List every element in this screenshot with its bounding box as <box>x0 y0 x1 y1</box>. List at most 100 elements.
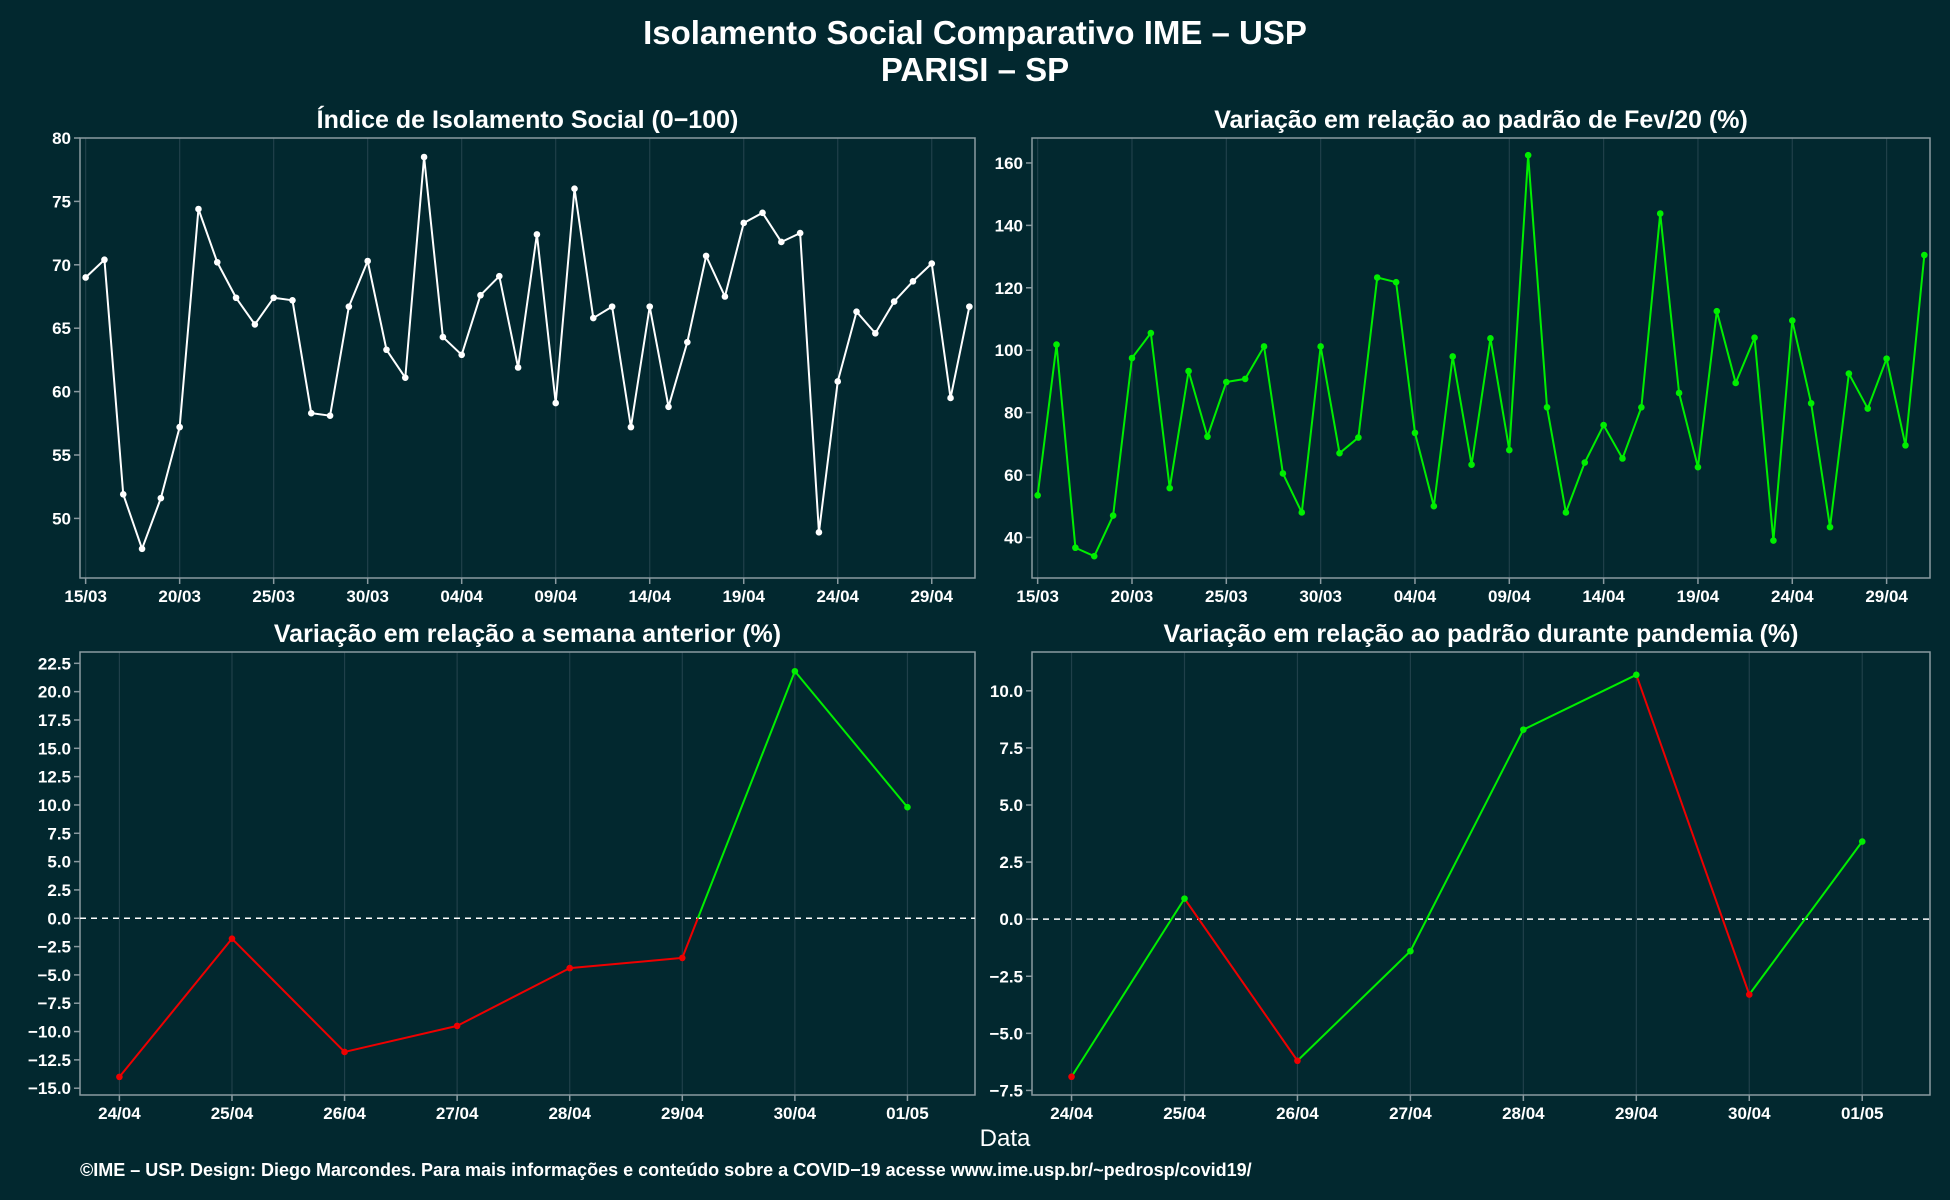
panel-title: Variação em relação ao padrão durante pa… <box>1164 620 1799 648</box>
data-point <box>590 314 597 322</box>
data-point <box>1921 251 1928 259</box>
data-point <box>1638 404 1645 411</box>
data-point <box>1732 379 1739 387</box>
data-point <box>890 298 898 305</box>
x-tick-label: 24/04 <box>98 1104 141 1123</box>
y-tick-label: 60 <box>52 383 71 402</box>
data-point <box>1520 726 1527 733</box>
data-point <box>1543 404 1551 411</box>
x-tick-label: 20/03 <box>158 587 201 606</box>
data-point <box>1788 317 1796 324</box>
data-point <box>420 153 428 161</box>
y-tick-label: −2.5 <box>989 967 1023 986</box>
y-tick-label: 2.5 <box>999 853 1023 872</box>
data-point <box>721 293 729 300</box>
x-tick-label: 24/04 <box>1050 1104 1093 1123</box>
data-point <box>684 338 691 346</box>
series-line <box>1036 154 1926 558</box>
y-tick-label: 17.5 <box>38 711 71 730</box>
data-point <box>1656 210 1664 217</box>
panel-title: Índice de Isolamento Social (0−100) <box>317 105 739 134</box>
data-point <box>1260 343 1268 350</box>
data-point <box>1807 399 1815 407</box>
data-point <box>495 272 503 280</box>
series-segment <box>1635 674 1751 995</box>
data-point <box>477 291 484 299</box>
data-point <box>947 394 954 402</box>
x-tick-label: 30/04 <box>1728 1104 1771 1123</box>
data-point <box>1883 355 1890 362</box>
data-point <box>853 308 860 316</box>
y-tick-label: −7.5 <box>989 1081 1023 1100</box>
data-point <box>1181 895 1188 902</box>
data-point <box>232 294 240 302</box>
data-point <box>702 252 710 260</box>
data-point <box>566 964 574 972</box>
data-point <box>82 274 89 281</box>
x-tick-label: 26/04 <box>323 1104 366 1123</box>
y-tick-label: −5.0 <box>37 966 71 985</box>
y-tick-label: −10.0 <box>28 1023 71 1042</box>
x-tick-label: 29/04 <box>910 587 953 606</box>
data-point <box>458 351 465 359</box>
data-point <box>1751 334 1758 342</box>
data-point <box>1430 502 1438 510</box>
x-tick-label: 30/03 <box>346 587 389 606</box>
x-tick-label: 14/04 <box>628 587 671 606</box>
data-point <box>1223 378 1230 386</box>
x-tick-label: 19/04 <box>722 587 765 606</box>
data-point <box>1468 461 1475 469</box>
y-tick-label: 160 <box>995 154 1023 173</box>
data-point <box>1109 512 1117 519</box>
y-tick-label: 65 <box>52 319 71 338</box>
data-point <box>1241 375 1249 383</box>
chart-subtitle: PARISI – SP <box>881 51 1069 88</box>
data-point <box>401 374 409 381</box>
data-point <box>1845 370 1853 377</box>
data-point <box>966 303 973 310</box>
data-point <box>1090 552 1098 560</box>
y-tick-label: 15.0 <box>38 739 71 758</box>
data-point <box>383 346 390 354</box>
data-point <box>1675 389 1683 397</box>
y-tick-label: 10.0 <box>990 682 1023 701</box>
series-segment <box>1409 729 1525 952</box>
x-tick-label: 01/05 <box>886 1104 929 1123</box>
data-point <box>514 364 522 371</box>
data-point <box>759 209 766 217</box>
x-tick-label: 09/04 <box>534 587 577 606</box>
data-point <box>1068 1073 1075 1081</box>
panel-variacao-semana-anterior: Variação em relação a semana anterior (%… <box>28 620 976 1123</box>
x-tick-label: 24/04 <box>816 587 859 606</box>
data-point <box>646 303 654 310</box>
x-tick-label: 27/04 <box>1389 1104 1432 1123</box>
y-tick-label: 140 <box>995 216 1023 235</box>
y-tick-label: 5.0 <box>999 796 1023 815</box>
y-tick-label: −15.0 <box>28 1079 71 1098</box>
y-tick-label: 7.5 <box>47 824 71 843</box>
x-tick-label: 19/04 <box>1677 587 1720 606</box>
y-tick-label: 40 <box>1004 528 1023 547</box>
data-point <box>1826 523 1834 531</box>
y-tick-label: −5.0 <box>989 1024 1023 1043</box>
series-segment <box>1183 898 1299 1062</box>
y-tick-label: 70 <box>52 256 71 275</box>
y-tick-label: 7.5 <box>999 739 1023 758</box>
data-point <box>1355 434 1362 441</box>
data-point <box>270 294 277 302</box>
data-point <box>1072 544 1079 552</box>
y-tick-label: 50 <box>52 509 71 528</box>
y-tick-label: 55 <box>52 446 71 465</box>
x-tick-label: 09/04 <box>1488 587 1531 606</box>
chart-title: Isolamento Social Comparativo IME – USP <box>643 14 1307 51</box>
data-point <box>157 494 165 502</box>
data-point <box>1298 509 1306 516</box>
data-point <box>116 1073 123 1081</box>
y-tick-label: 22.5 <box>38 654 71 673</box>
panel-indice-isolamento: Índice de Isolamento Social (0−100) 50 55 6… <box>52 105 976 606</box>
data-point <box>213 258 221 266</box>
x-tick-label: 27/04 <box>436 1104 479 1123</box>
y-tick-label: 0.0 <box>999 910 1023 929</box>
series-segment <box>569 956 683 970</box>
